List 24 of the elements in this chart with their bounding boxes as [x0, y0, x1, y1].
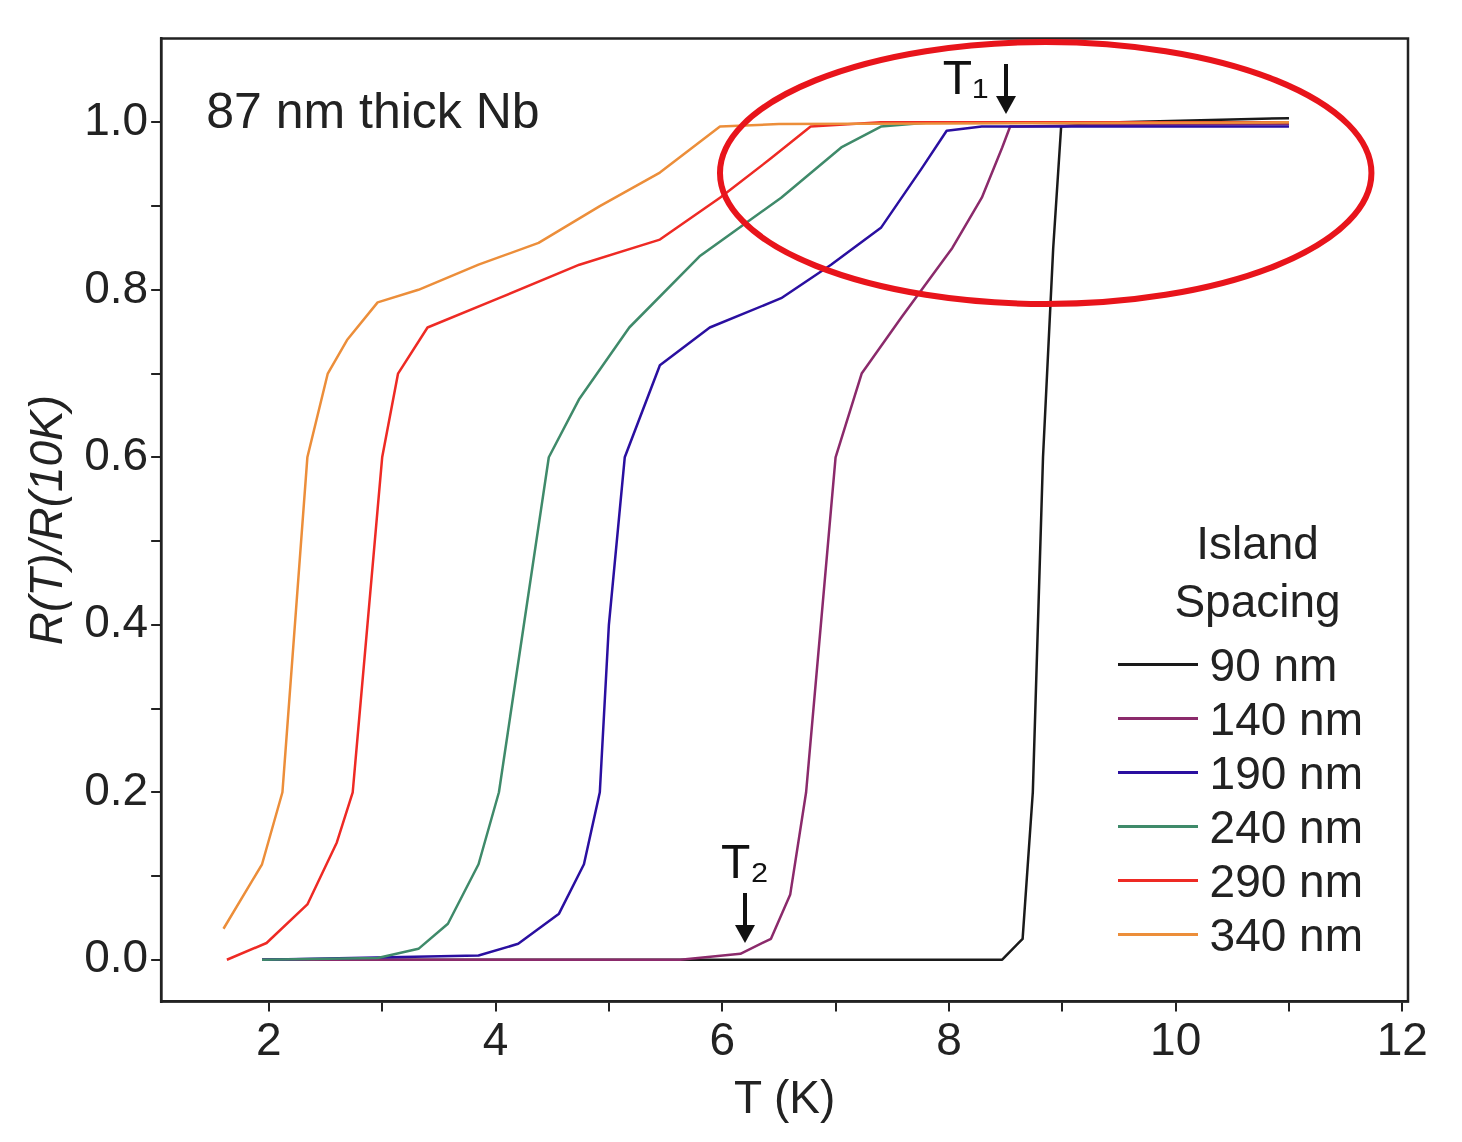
legend-label: 190 nm: [1209, 745, 1363, 800]
annotation: T₂: [720, 834, 769, 888]
x-tick-label: 2: [256, 1012, 282, 1065]
y-tick-label: 1.0: [84, 93, 149, 146]
legend-label: 90 nm: [1209, 637, 1338, 692]
x-tick-label: 10: [1150, 1012, 1202, 1065]
x-tick-label: 12: [1376, 1012, 1428, 1065]
y-tick-label: 0.6: [84, 427, 149, 480]
x-tick-label: 4: [482, 1012, 509, 1065]
annotation: T₁: [942, 50, 989, 104]
y-tick-label: 0.0: [84, 930, 149, 983]
x-tick-label: 6: [709, 1012, 736, 1065]
y-tick-label: 0.8: [84, 260, 149, 313]
legend-label: 340 nm: [1209, 907, 1363, 962]
y-tick-label: 0.4: [84, 595, 149, 648]
y-axis-title: R(T)/R(10K): [20, 394, 73, 646]
text: 87 nm thick Nb: [206, 83, 540, 140]
legend-label: 290 nm: [1209, 853, 1363, 908]
x-tick-label: 8: [936, 1012, 962, 1065]
legend-label: 240 nm: [1209, 799, 1363, 854]
x-axis-title: T (K): [733, 1071, 836, 1124]
legend-label: 140 nm: [1209, 691, 1363, 746]
y-tick-label: 0.2: [84, 762, 149, 815]
legend-title: Island Spacing: [1173, 515, 1342, 629]
